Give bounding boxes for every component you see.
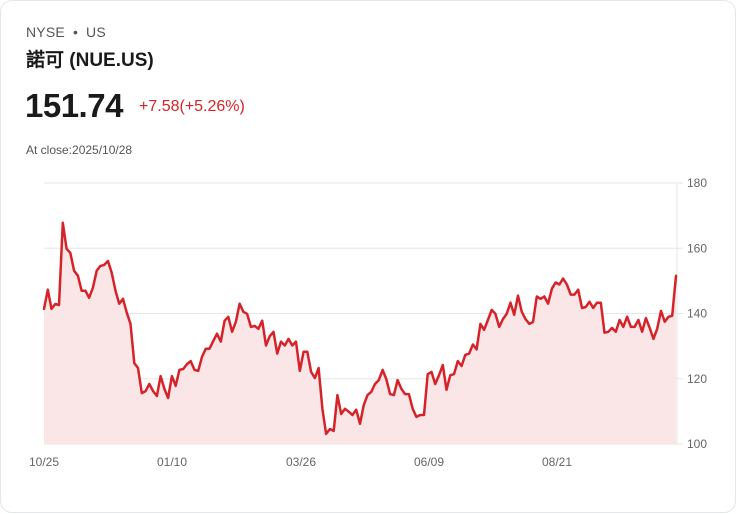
x-tick-label: 01/10 [157,455,187,469]
current-price: 151.74 [25,87,123,124]
x-tick-label: 08/21 [542,455,572,469]
exchange-name: NYSE [26,24,65,40]
y-tick-label: 120 [687,372,707,386]
x-tick-label: 03/26 [286,455,316,469]
stock-title: 諾可 (NUE.US) [26,50,154,71]
y-tick-label: 140 [687,307,707,321]
y-tick-label: 160 [687,241,707,255]
price-line [42,221,678,436]
market-name: US [86,24,106,40]
x-axis-labels: 10/25 01/10 03/26 06/09 08/21 [29,455,572,469]
y-tick-label: 180 [687,176,707,190]
y-tick-label: 100 [687,437,707,451]
x-tick-label: 06/09 [414,455,444,469]
exchange-info: NYSE • US [26,24,106,40]
price-area-fill [44,222,676,444]
price-change: +7.58(+5.26%) [139,98,245,115]
x-tick-label: 10/25 [29,455,59,469]
y-axis-labels: 180 160 140 120 100 [687,176,707,451]
close-date: At close:2025/10/28 [26,143,133,157]
separator-dot: • [72,24,79,40]
